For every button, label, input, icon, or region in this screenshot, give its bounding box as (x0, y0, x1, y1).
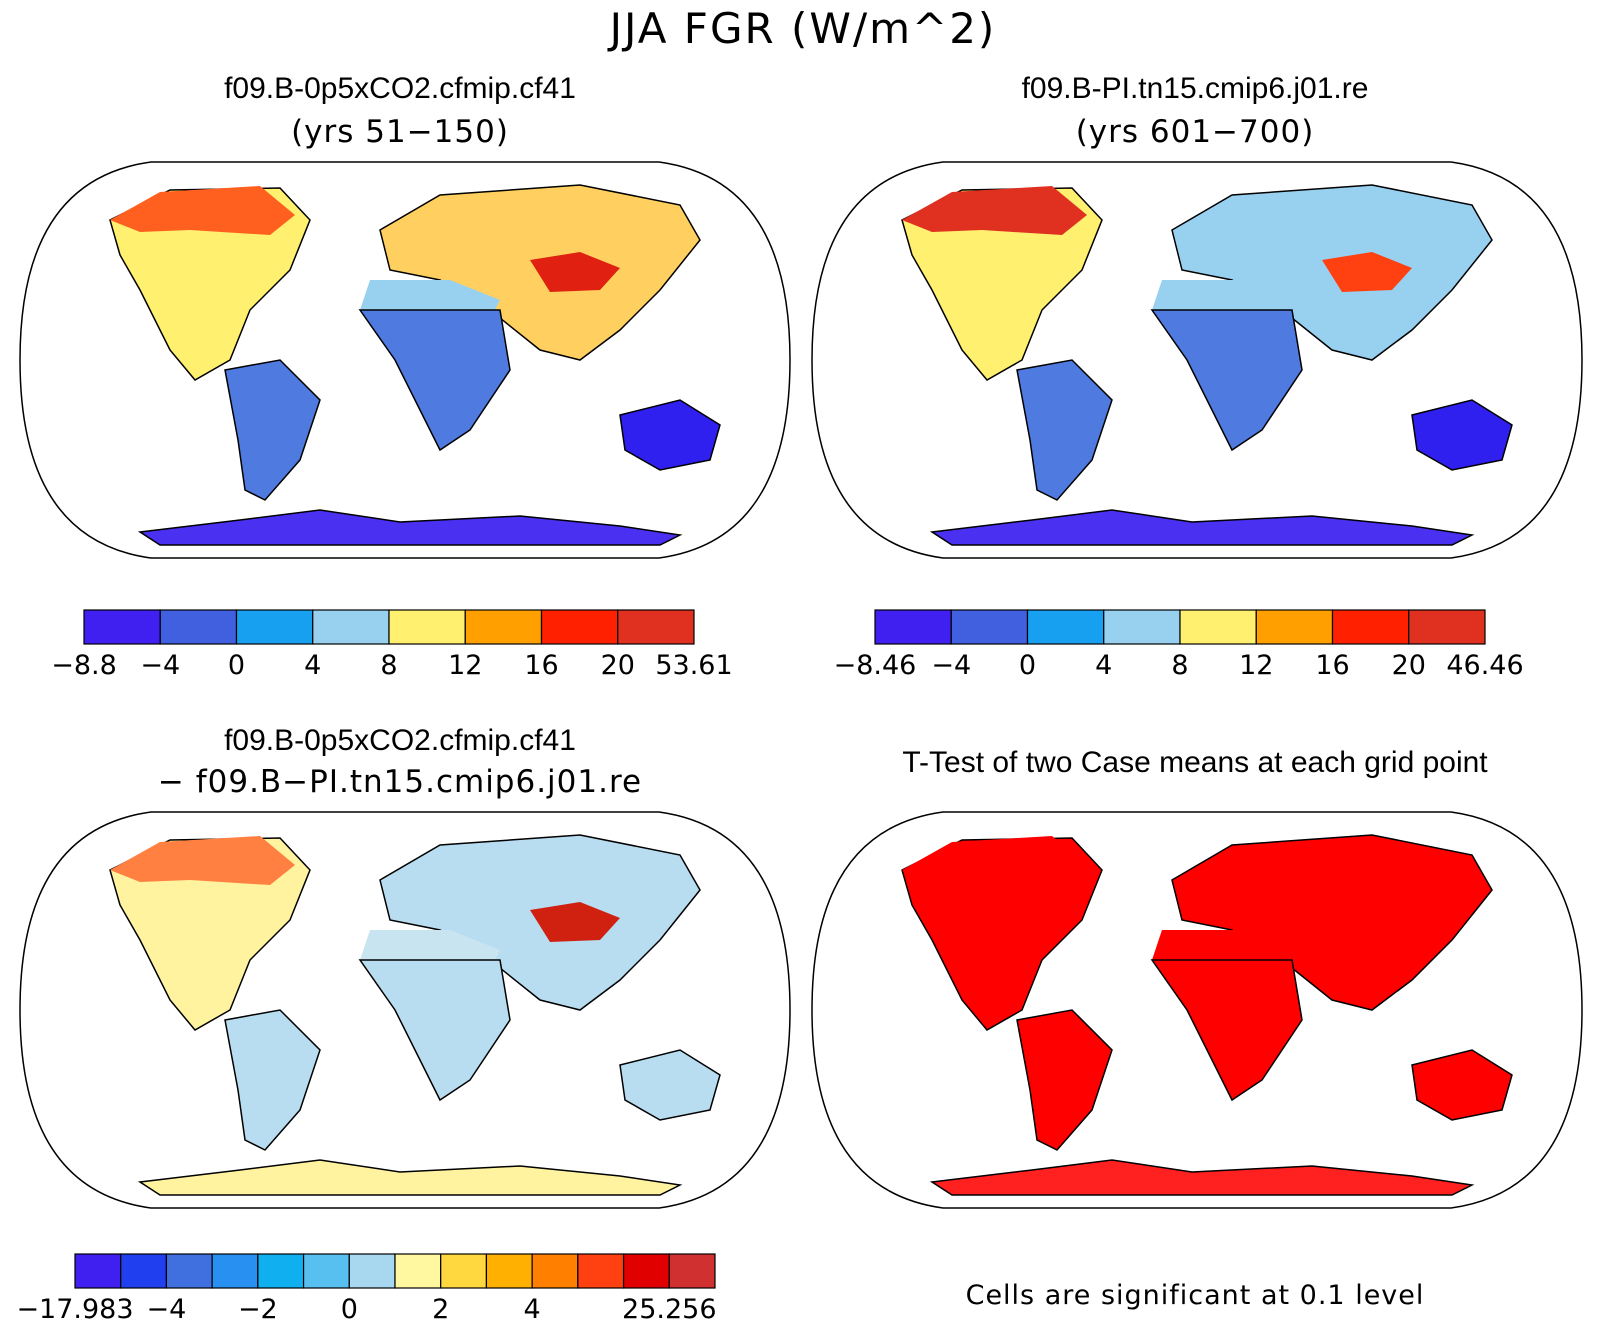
colorbar-tick-label: −4 (140, 650, 180, 681)
colorbar-tick-label: 12 (448, 650, 482, 681)
p4-australia-region (1411, 1049, 1513, 1121)
panel2-map (811, 161, 1583, 559)
colorbar-swatch (464, 609, 543, 645)
colorbar-tick-label: 4 (524, 1294, 541, 1325)
p1-australia-region (619, 399, 721, 471)
p3-north-region (110, 836, 295, 885)
p2-tibet-region (1322, 252, 1412, 292)
colorbar-swatch (668, 1253, 716, 1289)
colorbar-tick-label: −8.46 (834, 650, 917, 681)
colorbar-swatch (388, 609, 466, 645)
colorbar-swatch (531, 1253, 579, 1289)
significance-note: Cells are significant at 0.1 level (965, 1280, 1425, 1311)
colorbar-swatch (159, 609, 238, 645)
colorbar-tick-label: 16 (524, 650, 558, 681)
colorbar-swatch (622, 1253, 670, 1289)
p2-africa-region (1150, 309, 1303, 452)
colorbar-swatch (485, 1253, 533, 1289)
colorbar-swatch (348, 1253, 396, 1289)
colorbar-swatch (257, 1253, 305, 1289)
p2-map-frame (811, 161, 1583, 559)
colorbar-tick-label: −17.983 (16, 1294, 133, 1325)
colorbar-tick-label: 8 (380, 650, 397, 681)
colorbar-tick-label: 16 (1315, 650, 1349, 681)
colorbar-swatch (235, 609, 314, 645)
colorbar-tick-label: −4 (931, 650, 971, 681)
colorbar-swatch (577, 1253, 625, 1289)
p2-north-region (902, 186, 1087, 235)
p4-tibet-region (1322, 902, 1412, 942)
colorbar-swatch (1026, 609, 1105, 645)
p2-australia-region (1411, 399, 1513, 471)
colorbar-swatch (874, 609, 952, 645)
colorbar-swatch (950, 609, 1029, 645)
panel1-title: f09.B-0p5xCO2.cfmip.cf41 (224, 72, 576, 105)
colorbar-swatch (440, 1253, 488, 1289)
colorbar-tick-label: −2 (238, 1294, 278, 1325)
colorbar-tick-label: 0 (1019, 650, 1036, 681)
colorbar-tick-label: 46.46 (1446, 650, 1523, 681)
panel3-colorbar: −17.983 −4 −2 0 2 4 25.256 (16, 1253, 717, 1325)
colorbar-tick-label: 0 (228, 650, 245, 681)
colorbar-swatch (312, 609, 390, 645)
p4-antarctica-region (929, 1159, 1475, 1196)
panel3-subtitle: − f09.B−PI.tn15.cmip6.j01.re (157, 764, 643, 800)
p4-africa-region (1150, 959, 1303, 1102)
p4-north-region (902, 836, 1087, 885)
colorbar-swatch (1331, 609, 1410, 645)
p1-africa-region (358, 309, 511, 452)
colorbar-swatch (74, 1253, 122, 1289)
colorbar-tick-label: 4 (1095, 650, 1112, 681)
figure-title: JJA FGR (W/m^2) (609, 4, 997, 53)
colorbar-swatch (1179, 609, 1257, 645)
panel1-map (19, 161, 791, 559)
p3-south-america-region (224, 1009, 321, 1151)
colorbar-swatch (1408, 609, 1486, 645)
colorbar-tick-label: −4 (147, 1294, 187, 1325)
p4-south-america-region (1016, 1009, 1113, 1151)
panel3-map (19, 811, 791, 1209)
panel2-title: f09.B-PI.tn15.cmip6.j01.re (1021, 72, 1369, 105)
colorbar-tick-label: 20 (601, 650, 635, 681)
colorbar-swatch (83, 609, 161, 645)
panel2-subtitle: (yrs 601−700) (1075, 114, 1315, 150)
colorbar-tick-label: 0 (341, 1294, 358, 1325)
panel2-colorbar: −8.46 −4 0 4 8 12 16 20 46.46 (834, 609, 1524, 681)
colorbar-swatch (394, 1253, 442, 1289)
p4-map-frame (811, 811, 1583, 1209)
panel1-colorbar: −8.8 −4 0 4 8 12 16 20 53.61 (51, 609, 733, 681)
colorbar-tick-label: 12 (1239, 650, 1273, 681)
colorbar-tick-label: −8.8 (51, 650, 117, 681)
p3-tibet-region (530, 902, 620, 942)
colorbar-tick-label: 2 (432, 1294, 449, 1325)
p3-africa-region (358, 959, 511, 1102)
colorbar-swatch (120, 1253, 168, 1289)
colorbar-swatch (540, 609, 619, 645)
p1-map-frame (19, 161, 791, 559)
colorbar-swatch (1103, 609, 1181, 645)
colorbar-tick-label: 20 (1392, 650, 1426, 681)
panel3-title: f09.B-0p5xCO2.cfmip.cf41 (224, 724, 576, 757)
colorbar-tick-label: 4 (304, 650, 321, 681)
colorbar-swatch (617, 609, 695, 645)
p3-australia-region (619, 1049, 721, 1121)
p1-north-region (110, 186, 295, 235)
colorbar-swatch (302, 1253, 350, 1289)
panel1-subtitle: (yrs 51−150) (291, 114, 509, 150)
p1-tibet-region (530, 252, 620, 292)
colorbar-swatch (211, 1253, 259, 1289)
p3-map-frame (19, 811, 791, 1209)
p2-antarctica-region (929, 509, 1475, 546)
colorbar-tick-label: 53.61 (655, 650, 732, 681)
panel4-map (811, 811, 1583, 1209)
colorbar-swatch (1255, 609, 1334, 645)
colorbar-tick-label: 8 (1171, 650, 1188, 681)
p1-antarctica-region (137, 509, 683, 546)
p3-antarctica-region (137, 1159, 683, 1196)
colorbar-swatch (165, 1253, 213, 1289)
p1-south-america-region (224, 359, 321, 501)
panel4-title: T-Test of two Case means at each grid po… (902, 746, 1488, 779)
p2-south-america-region (1016, 359, 1113, 501)
colorbar-tick-label: 25.256 (622, 1294, 716, 1325)
